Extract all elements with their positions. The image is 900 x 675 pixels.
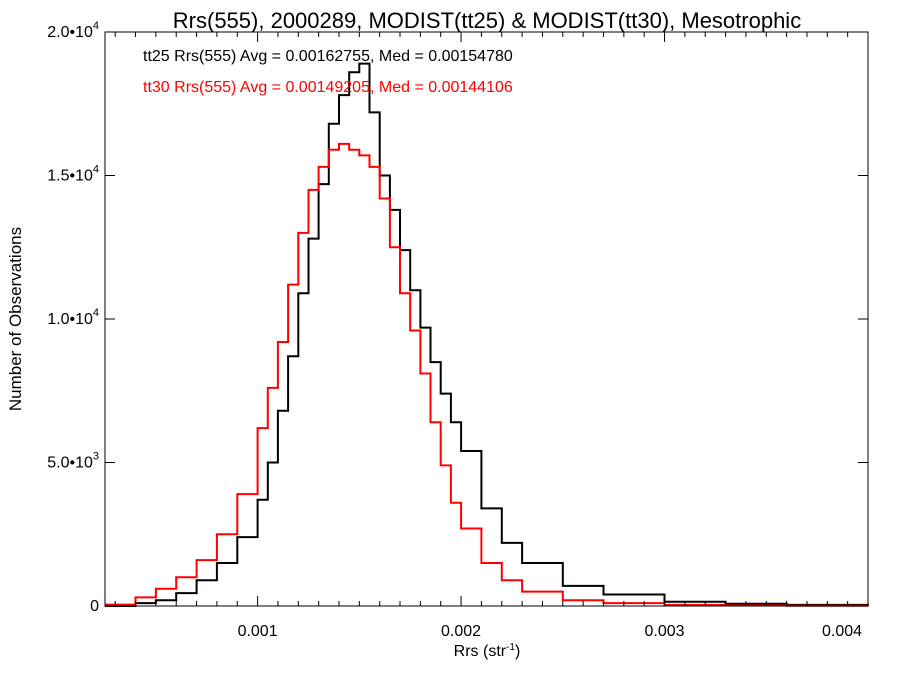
x-tick-label: 0.003 [645, 623, 685, 640]
series-line-1 [105, 62, 869, 607]
y-tick-label: 0 [90, 598, 99, 615]
plot-frame [104, 31, 869, 607]
y-axis-ticks: 0 5.0•103 1.0•104 1.5•104 2.0•104 [47, 20, 868, 615]
series-line-2 [105, 142, 869, 607]
annotation-tt25: tt25 Rrs(555) Avg = 0.00162755, Med = 0.… [143, 48, 513, 65]
y-tick-label: 1.5•104 [47, 164, 99, 185]
x-axis-ticks: 0.001 0.002 0.003 0.004 [114, 32, 869, 640]
y-axis-label: Number of Observations [6, 227, 25, 411]
annotation-tt30: tt30 Rrs(555) Avg = 0.00149205, Med = 0.… [143, 79, 513, 96]
y-tick-label: 1.0•104 [47, 307, 99, 328]
x-tick-label: 0.002 [441, 623, 481, 640]
plot-area [105, 62, 869, 607]
y-tick-label: 2.0•104 [47, 20, 99, 41]
x-axis-label: Rrs (str-1) [454, 642, 521, 660]
y-tick-label: 5.0•103 [47, 451, 99, 472]
chart-title: Rrs(555), 2000289, MODIST(tt25) & MODIST… [173, 8, 801, 33]
x-tick-label: 0.001 [238, 623, 278, 640]
x-tick-label: 0.004 [822, 623, 862, 640]
